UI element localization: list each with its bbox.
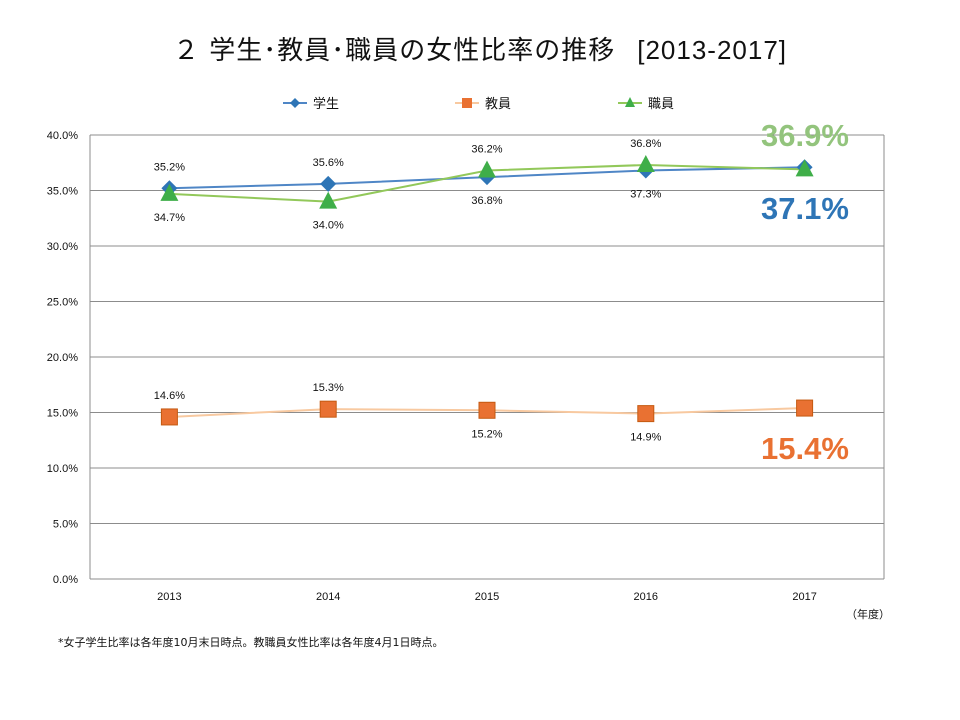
data-label-students: 36.8% xyxy=(471,195,502,207)
x-tick-label: 2017 xyxy=(792,591,816,603)
data-point-staff xyxy=(160,183,179,201)
legend-marker-students xyxy=(290,98,300,108)
data-point-staff xyxy=(636,154,655,172)
y-tick-label: 0.0% xyxy=(53,574,78,586)
x-axis-unit: （年度） xyxy=(846,608,890,621)
data-label-staff: 36.2% xyxy=(471,144,502,156)
data-point-staff xyxy=(795,159,814,177)
legend-marker-faculty xyxy=(462,98,472,108)
x-tick-label: 2015 xyxy=(475,591,499,603)
chart-title-main: ２ 学生･教員･職員の女性比率の推移 xyxy=(172,36,616,66)
y-tick-label: 30.0% xyxy=(47,241,78,253)
data-label-faculty: 14.9% xyxy=(630,432,661,444)
chart-title-period: [2013-2017] xyxy=(637,35,788,65)
y-tick-label: 15.0% xyxy=(47,408,78,420)
chart-title: ２ 学生･教員･職員の女性比率の推移 [2013-2017] xyxy=(0,30,960,67)
data-label-faculty: 15.2% xyxy=(471,428,502,440)
x-tick-label: 2014 xyxy=(316,591,340,603)
y-tick-label: 10.0% xyxy=(47,463,78,475)
x-tick-label: 2016 xyxy=(634,591,658,603)
y-tick-label: 20.0% xyxy=(47,352,78,364)
data-point-faculty xyxy=(796,399,814,417)
y-tick-label: 35.0% xyxy=(47,186,78,198)
data-label-staff: 34.0% xyxy=(313,220,344,232)
highlight-label-staff: 36.9% xyxy=(761,118,849,153)
y-tick-label: 5.0% xyxy=(53,519,78,531)
legend-label-faculty: 教員 xyxy=(485,96,511,111)
data-label-students: 35.6% xyxy=(313,157,344,169)
x-tick-label: 2013 xyxy=(157,591,181,603)
data-point-faculty xyxy=(160,408,178,426)
data-label-faculty: 15.3% xyxy=(313,382,344,394)
highlight-label-faculty: 15.4% xyxy=(761,431,849,466)
data-point-staff xyxy=(478,160,496,178)
legend-label-students: 学生 xyxy=(313,96,339,111)
legend-marker-staff xyxy=(625,97,635,107)
highlight-label-students: 37.1% xyxy=(761,191,849,226)
data-label-staff: 34.7% xyxy=(154,212,185,224)
data-point-students xyxy=(320,175,337,192)
data-label-students: 35.2% xyxy=(154,161,185,173)
data-point-faculty xyxy=(478,401,496,419)
y-tick-label: 40.0% xyxy=(47,130,78,142)
y-tick-label: 25.0% xyxy=(47,297,78,309)
data-point-faculty xyxy=(319,400,337,418)
footnote: *女子学生比率は各年度10月末日時点。教職員女性比率は各年度4月1日時点。 xyxy=(58,636,444,649)
data-point-staff xyxy=(319,191,338,209)
data-label-staff: 36.8% xyxy=(630,138,661,150)
data-label-students: 37.3% xyxy=(630,189,661,201)
data-label-faculty: 14.6% xyxy=(154,390,185,402)
data-point-faculty xyxy=(637,405,655,423)
legend-label-staff: 職員 xyxy=(648,96,674,111)
